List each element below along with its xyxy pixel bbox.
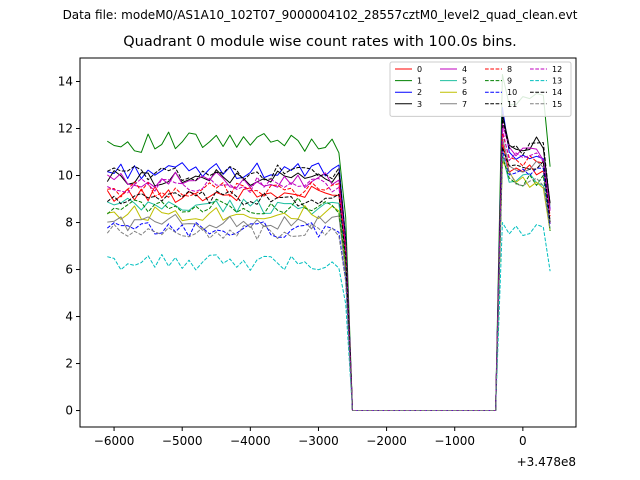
y-tick-label: 12 — [58, 122, 73, 136]
series-line-10 — [106, 149, 551, 411]
legend-label-4: 4 — [462, 65, 467, 74]
series-line-14 — [106, 146, 551, 411]
x-tick-label: −1000 — [434, 434, 475, 448]
figure-suptitle: Data file: modeM0/AS1A10_102T07_90000041… — [62, 8, 578, 22]
y-tick-label: 10 — [58, 169, 73, 183]
legend-label-7: 7 — [462, 100, 467, 109]
x-tick-label: 0 — [519, 434, 527, 448]
legend-label-2: 2 — [417, 88, 422, 97]
legend-box — [389, 61, 572, 117]
y-tick-label: 0 — [65, 404, 73, 418]
plot-lines — [106, 74, 551, 411]
y-tick-label: 8 — [65, 216, 73, 230]
legend-label-10: 10 — [507, 88, 517, 97]
series-line-0 — [106, 142, 551, 411]
axes-frame — [79, 57, 577, 428]
legend-label-15: 15 — [552, 100, 562, 109]
chart-title: Quadrant 0 module wise count rates with … — [123, 34, 517, 50]
series-line-1 — [107, 74, 551, 411]
series-line-13 — [107, 222, 551, 411]
y-tick-label: 2 — [65, 357, 73, 371]
y-axis: 0 2 4 6 8 10 12 14 — [58, 75, 80, 418]
legend-label-13: 13 — [552, 77, 562, 86]
x-tick-label: −6000 — [94, 434, 135, 448]
legend-label-0: 0 — [417, 65, 422, 74]
x-tick-label: −3000 — [298, 434, 339, 448]
x-tick-label: −5000 — [162, 434, 203, 448]
legend-label-3: 3 — [417, 100, 422, 109]
series-line-3 — [106, 113, 551, 411]
legend-label-6: 6 — [462, 88, 467, 97]
y-tick-label: 6 — [65, 263, 73, 277]
x-tick-label: −4000 — [230, 434, 271, 448]
legend-label-12: 12 — [552, 65, 562, 74]
legend-label-8: 8 — [507, 65, 512, 74]
series-line-12 — [107, 128, 551, 411]
x-tick-label: −2000 — [366, 434, 407, 448]
legend-label-14: 14 — [552, 88, 562, 97]
legend-label-11: 11 — [507, 100, 517, 109]
legend-label-1: 1 — [417, 77, 422, 86]
legend-label-9: 9 — [507, 77, 512, 86]
x-offset-text: +3.478e8 — [517, 455, 576, 469]
x-axis: −6000 −5000 −4000 −3000 −2000 −1000 0 — [94, 427, 527, 448]
legend-label-5: 5 — [462, 77, 467, 86]
series-line-15 — [106, 153, 551, 411]
series-line-9 — [106, 156, 551, 411]
y-tick-label: 4 — [65, 310, 73, 324]
y-tick-label: 14 — [58, 75, 73, 89]
